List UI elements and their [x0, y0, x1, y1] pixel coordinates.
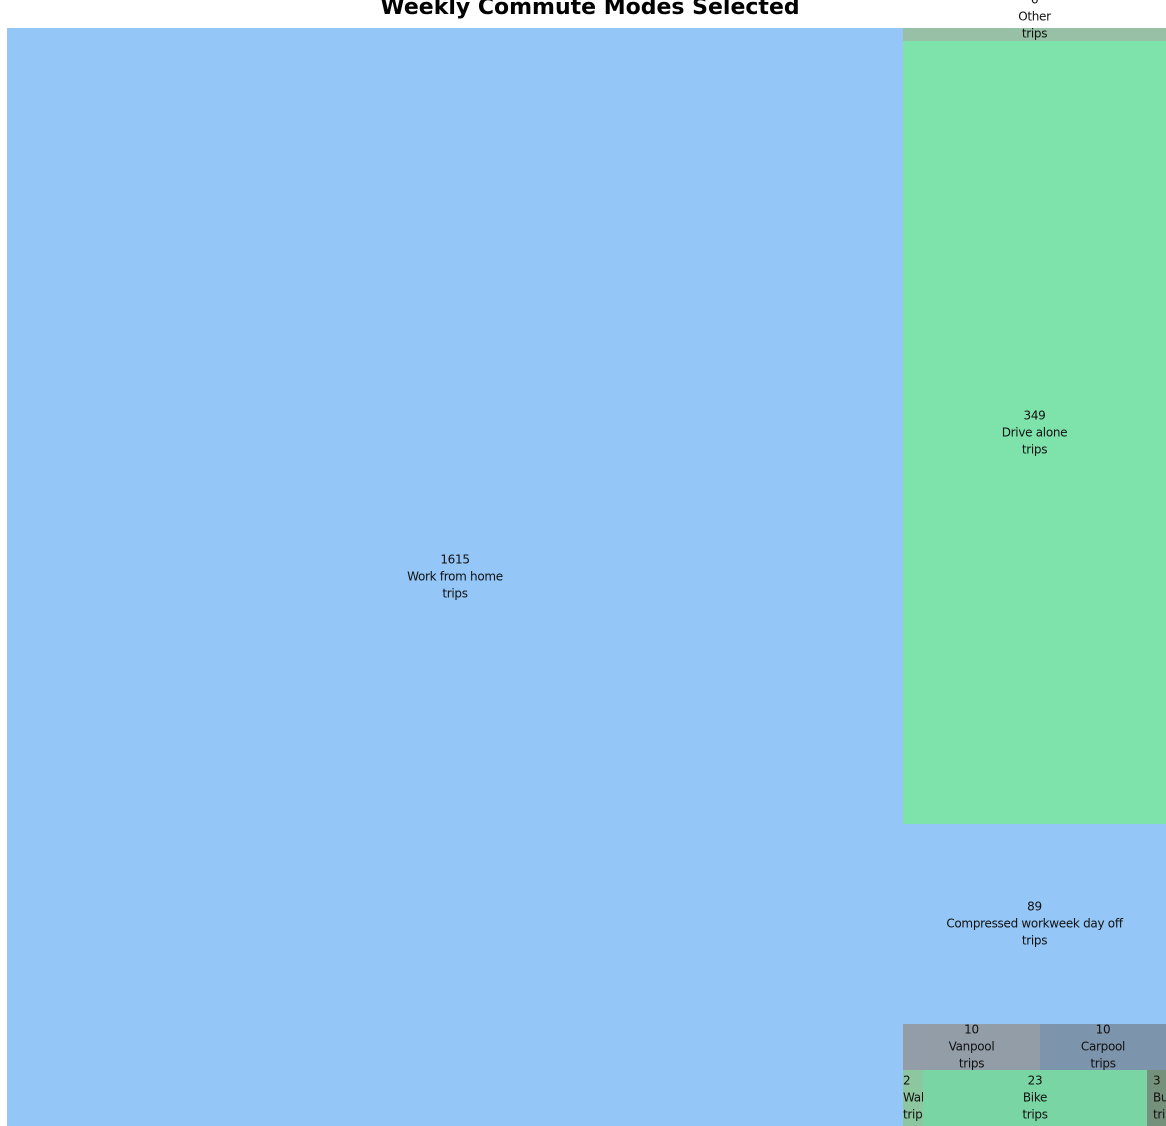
tile-carpool: 10 Carpool trips	[1040, 1022, 1166, 1073]
tile-name: Vanpool	[948, 1039, 995, 1054]
tile-other: 6Othertrips	[903, 0, 1166, 41]
tile-label-bus: 3 Bus trips	[1153, 1073, 1166, 1124]
tile-bus: 3 Bus trips	[1147, 1070, 1166, 1126]
tile-bike: 23 Bike trips	[923, 1070, 1147, 1126]
tile-value: 23	[1027, 1073, 1043, 1088]
tile-label-bike: 23 Bike trips	[923, 1073, 1147, 1124]
tile-drive-alone: 349 Drive alone trips	[903, 41, 1166, 824]
tile-label-work-from-home: 1615 Work from home trips	[7, 552, 903, 603]
tile-label-carpool: 10 Carpool trips	[1040, 1022, 1166, 1073]
tile-unit: trips	[1022, 1107, 1048, 1122]
tile-value: 349	[1023, 408, 1046, 422]
tile-value: 10	[964, 1022, 979, 1037]
tile-work-from-home: 1615 Work from home trips	[7, 28, 903, 1126]
tile-value: 10	[1095, 1022, 1111, 1037]
tile-name: Carpool	[1080, 1039, 1126, 1054]
tile-name: Drive alone	[1001, 425, 1068, 439]
tile-value: 1615	[440, 552, 470, 567]
tile-unit: trips	[1153, 1107, 1166, 1122]
tile-unit: trips	[1021, 933, 1048, 948]
tile-label-vanpool: 10 Vanpool trips	[903, 1022, 1040, 1073]
tile-unit: trips	[1021, 26, 1048, 40]
tile-label-compressed-workweek-day-off: 89 Compressed workweek day off trips	[903, 899, 1166, 950]
tile-compressed-workweek-day-off: 89 Compressed workweek day off trips	[903, 824, 1166, 1024]
tile-value: 3	[1153, 1073, 1161, 1088]
tile-name: Bus	[1153, 1090, 1166, 1105]
tile-name: Bike	[1022, 1090, 1048, 1105]
tile-value: 89	[1027, 899, 1042, 914]
tile-walk: 2 Walk trips	[903, 1070, 931, 1126]
tile-name: Work from home	[407, 569, 503, 584]
tile-label-drive-alone: 349 Drive alone trips	[903, 407, 1166, 458]
tile-vanpool: 10 Vanpool trips	[903, 1022, 1040, 1073]
tile-unit: trips	[1021, 442, 1048, 456]
tile-name: Compressed workweek day off	[946, 916, 1123, 931]
chart-title: Weekly Commute Modes Selected	[380, 0, 800, 20]
tile-unit: trips	[442, 586, 468, 601]
